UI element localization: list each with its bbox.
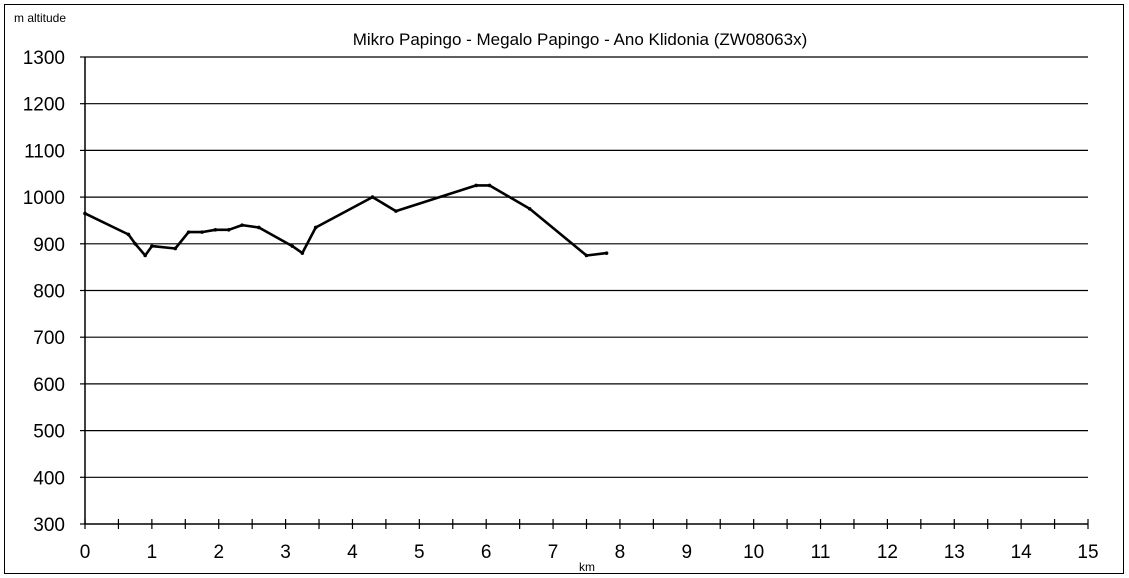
series-layer [83, 183, 609, 258]
x-tick-label: 3 [280, 542, 291, 563]
y-tick-label: 1200 [23, 95, 65, 116]
x-tick-label: 15 [1077, 542, 1098, 563]
x-tick-label: 5 [414, 542, 425, 563]
x-tick-label: 4 [347, 542, 358, 563]
x-tick-label: 13 [944, 542, 965, 563]
data-point [213, 227, 218, 232]
y-axis-label: m altitude [14, 11, 66, 25]
y-tick-label: 800 [33, 282, 65, 303]
chart-frame [4, 4, 1124, 574]
x-tick-label: 11 [811, 542, 831, 563]
y-tick-label: 700 [33, 328, 65, 349]
data-point [126, 232, 131, 237]
x-axis-label: km [579, 560, 595, 574]
y-tick-label: 1300 [23, 48, 65, 69]
x-tick-label: 12 [877, 542, 898, 563]
data-point [150, 244, 154, 248]
x-tick-label: 1 [147, 542, 158, 563]
data-point [257, 225, 261, 230]
data-point [584, 253, 589, 258]
x-tick-label: 10 [743, 542, 764, 563]
data-point [300, 251, 305, 255]
y-tick-label: 1000 [23, 188, 65, 209]
data-point [226, 227, 231, 232]
data-point [133, 242, 137, 246]
data-point [143, 253, 147, 258]
gridlines [85, 56, 1088, 478]
data-point [83, 211, 87, 216]
data-point [186, 230, 191, 234]
data-point [474, 183, 478, 188]
y-tick-label: 300 [33, 515, 65, 536]
data-point [394, 209, 398, 213]
data-point [487, 183, 492, 188]
y-tick-label: 1100 [24, 141, 65, 162]
y-tick-label: 600 [33, 375, 65, 396]
x-tick-label: 9 [682, 542, 693, 563]
y-tick-labels: 300 400 500 600 700 800 900 1000 1100 1200 1300 [23, 48, 65, 536]
chart-title: Mikro Papingo - Megalo Papingo - Ano Kli… [353, 30, 808, 49]
y-tick-label: 900 [33, 235, 65, 256]
y-tick-label: 500 [33, 422, 65, 443]
data-point [313, 225, 318, 230]
data-point [604, 251, 609, 255]
data-point [173, 246, 178, 251]
x-tick-label: 0 [80, 542, 91, 563]
y-tick-label: 400 [33, 468, 65, 489]
x-tick-label: 2 [213, 542, 224, 563]
axes [80, 56, 1089, 529]
x-tick-label: 6 [481, 542, 492, 563]
data-point [240, 223, 244, 227]
x-tick-labels: 0 1 2 3 4 5 6 7 8 9 10 11 12 13 14 15 [80, 542, 1099, 563]
x-tick-label: 8 [615, 542, 626, 563]
altitude-series-line [84, 184, 607, 257]
data-point [290, 244, 295, 248]
x-tick-label: 7 [548, 542, 559, 563]
data-point [527, 206, 532, 211]
data-point [200, 230, 204, 234]
x-tick-label: 14 [1011, 542, 1033, 563]
data-point [370, 195, 375, 199]
